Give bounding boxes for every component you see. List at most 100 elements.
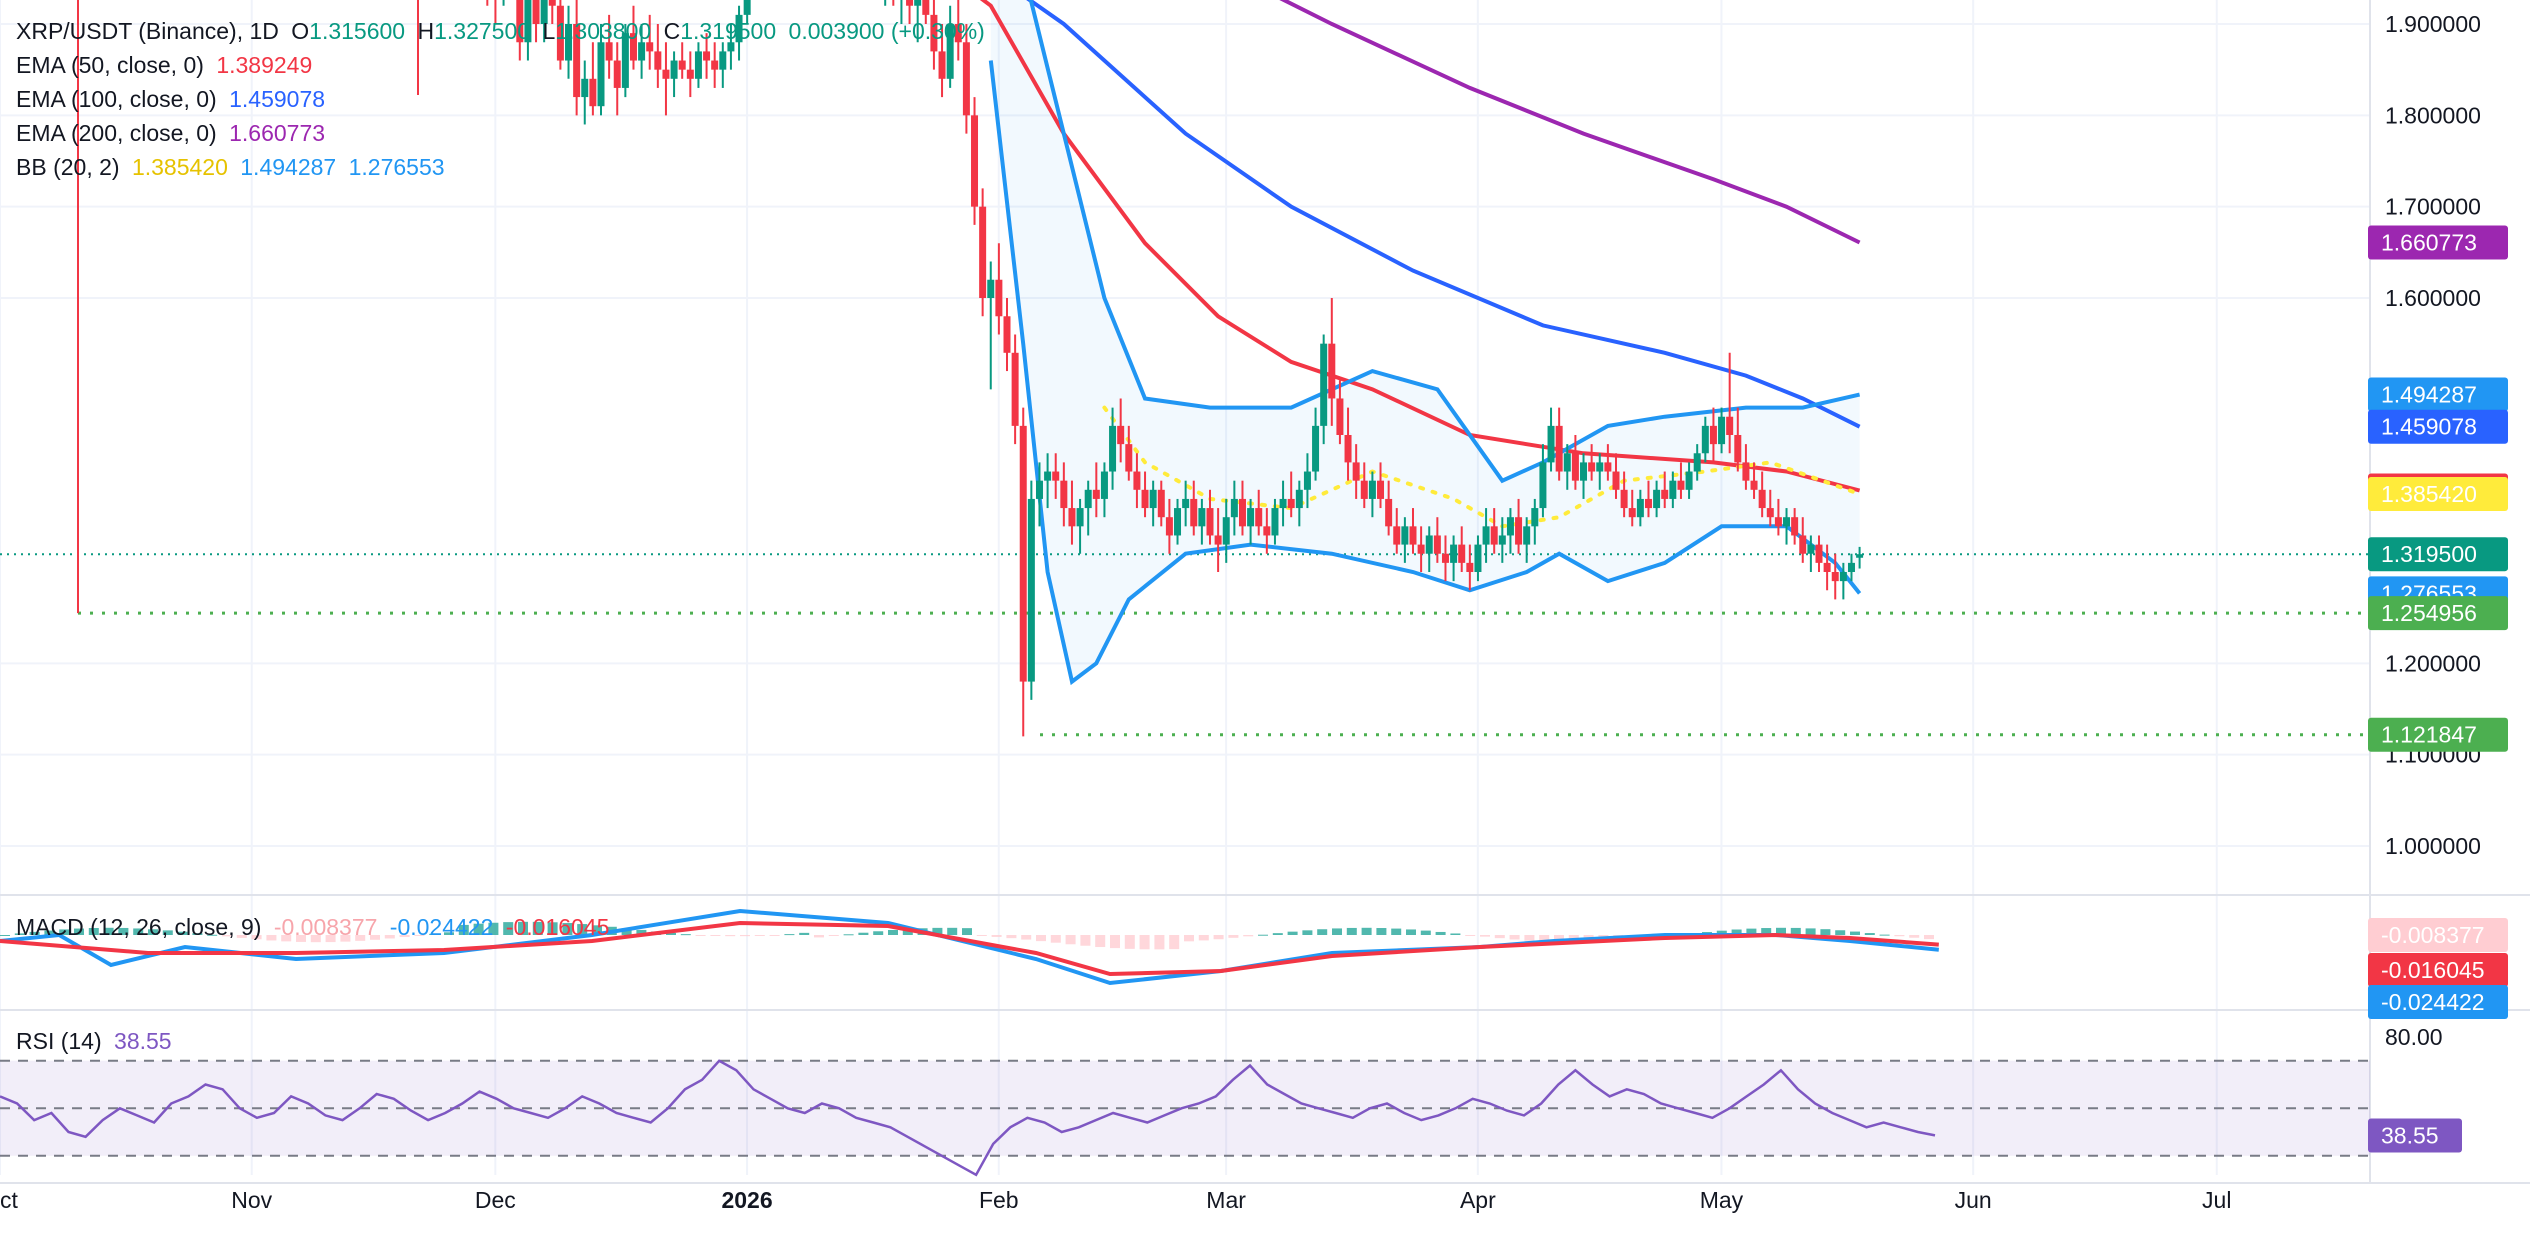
rsi-line	[0, 1059, 1936, 1177]
candle-body	[1044, 471, 1052, 481]
macd-histogram-bar	[710, 935, 721, 936]
candle-body	[1344, 435, 1352, 463]
price-axis-label: 1.600000	[2385, 285, 2481, 311]
price-axis-label: 1.900000	[2385, 11, 2481, 37]
macd-histogram-bar	[843, 934, 854, 936]
macd-histogram-bar	[1036, 935, 1046, 942]
candle-body	[1409, 526, 1417, 545]
candle-body	[1636, 498, 1644, 518]
macd-histogram-bar	[1790, 927, 1801, 935]
macd-histogram-bar	[296, 935, 306, 942]
price-badge	[2368, 537, 2508, 572]
candle-body	[1490, 526, 1498, 545]
change-value: 0.003900 (+0.30%)	[788, 18, 985, 44]
candle-body	[1742, 462, 1750, 481]
rsi-legend[interactable]: RSI (14) 38.55	[16, 1028, 178, 1055]
price-axis-label: 1.800000	[2385, 102, 2481, 128]
macd-histogram-bar	[799, 932, 810, 935]
candle-body	[1685, 471, 1693, 490]
macd-signal-line	[0, 920, 1939, 977]
ema100-row[interactable]: EMA (100, close, 0) 1.459078	[16, 82, 991, 116]
candle-body	[1336, 398, 1344, 435]
candle-body	[1393, 526, 1401, 545]
candle-body	[556, 5, 564, 61]
time-axis-label: Nov	[231, 1187, 272, 1213]
macd-histogram-bar	[991, 935, 1002, 937]
candle-body	[1588, 462, 1596, 472]
time-axis-label: Feb	[979, 1187, 1019, 1213]
macd-histogram-bar	[1139, 935, 1150, 950]
macd-histogram-bar	[74, 928, 84, 935]
price-badge-label: 1.494287	[2381, 382, 2477, 408]
macd-histogram-bar	[1465, 935, 1476, 936]
candle-body	[1141, 489, 1149, 509]
low-value: 1.303800	[555, 18, 652, 44]
candle-body	[1303, 471, 1311, 490]
price-badge-label: 1.385420	[2381, 481, 2477, 507]
macd-histogram-bar	[1524, 935, 1535, 941]
ema50-value: 1.389249	[216, 52, 313, 78]
macd-histogram-bar	[118, 927, 129, 935]
rsi-value: 38.55	[114, 1028, 172, 1054]
candle-body	[1441, 553, 1449, 563]
macd-badge	[2368, 953, 2508, 987]
candle-body	[743, 0, 751, 15]
macd-histogram-bar	[1776, 927, 1786, 935]
candle-body	[1206, 508, 1214, 536]
macd-histogram-bar	[1909, 935, 1920, 938]
rsi-badge	[2368, 1118, 2462, 1153]
candle-body	[1458, 544, 1466, 563]
candle-body	[1669, 480, 1677, 499]
candle-body	[1677, 480, 1685, 490]
macd-histogram-bar	[14, 933, 25, 935]
macd-histogram-bar	[1731, 929, 1742, 935]
macd-histogram-bar	[1243, 935, 1254, 937]
macd-legend[interactable]: MACD (12, 26, close, 9) -0.008377 -0.024…	[16, 914, 615, 941]
candle-body	[1571, 453, 1579, 481]
macd-histogram-bar	[1154, 935, 1165, 950]
macd-signal-value: -0.016045	[505, 914, 610, 940]
macd-histogram-bar	[340, 935, 351, 942]
candle-body	[1377, 480, 1385, 499]
macd-histogram-bar	[355, 935, 366, 941]
ema200-row[interactable]: EMA (200, close, 0) 1.660773	[16, 116, 991, 150]
candle-body	[735, 14, 743, 43]
candle-body	[1222, 517, 1230, 545]
candle-body	[1555, 425, 1563, 472]
macd-histogram-bar	[1420, 930, 1431, 935]
time-axis-label: Oct	[0, 1187, 18, 1213]
main-pane[interactable]	[0, 0, 2370, 737]
macd-histogram-bar	[222, 935, 232, 937]
candle-body	[1596, 462, 1604, 472]
macd-histogram-bar	[1406, 929, 1416, 935]
macd-histogram-bar	[621, 928, 632, 935]
bb-row[interactable]: BB (20, 2) 1.385420 1.494287 1.276553	[16, 150, 991, 184]
candle-body	[1506, 517, 1514, 536]
candle-body	[1466, 562, 1474, 572]
macd-histogram-bar	[1539, 935, 1550, 942]
ohlc-row: XRP/USDT (Binance), 1D O1.315600 H1.3275…	[16, 14, 991, 48]
rsi-badge-label: 38.55	[2381, 1122, 2439, 1148]
candle-body	[711, 60, 719, 70]
candle-body	[1003, 316, 1011, 353]
candle-body	[1117, 425, 1125, 445]
macd-histogram-bar	[310, 935, 321, 943]
time-axis-label: Jun	[1955, 1187, 1992, 1213]
candle-body	[1287, 498, 1295, 509]
candle-body	[1563, 453, 1571, 472]
macd-histogram-bar	[399, 935, 410, 938]
ema50-row[interactable]: EMA (50, close, 0) 1.389249	[16, 48, 991, 82]
candle-body	[540, 0, 548, 24]
macd-histogram-bar	[1169, 935, 1180, 950]
candle-body	[1425, 535, 1433, 554]
macd-histogram-bar	[103, 927, 114, 935]
candle-body	[1035, 480, 1043, 499]
macd-value: -0.024422	[389, 914, 494, 940]
candle-body	[1734, 435, 1742, 463]
bb-lower-line	[988, 60, 1862, 686]
candle-body	[1604, 462, 1612, 472]
macd-histogram-bar	[1006, 935, 1017, 939]
macd-histogram-bar	[636, 929, 647, 935]
macd-badge-label: -0.024422	[2381, 989, 2485, 1015]
